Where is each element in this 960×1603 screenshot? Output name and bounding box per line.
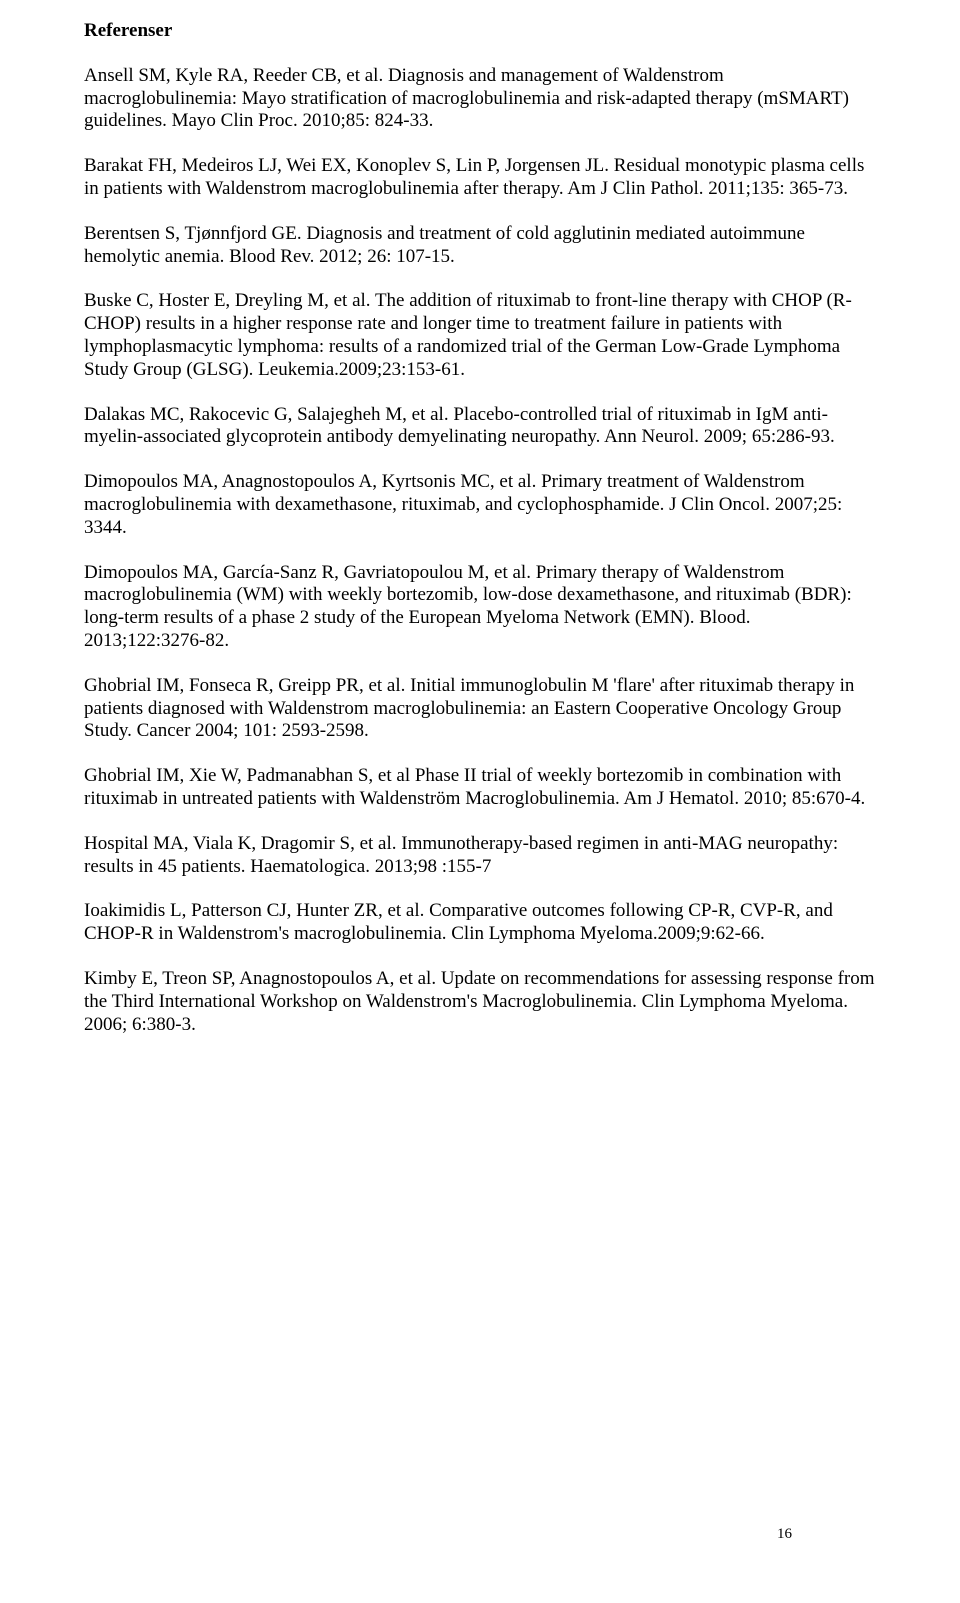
reference-item: Dimopoulos MA, Anagnostopoulos A, Kyrtso… xyxy=(84,471,876,539)
page-number: 16 xyxy=(777,1525,792,1543)
reference-item: Dimopoulos MA, García-Sanz R, Gavriatopo… xyxy=(84,562,876,653)
reference-item: Ansell SM, Kyle RA, Reeder CB, et al. Di… xyxy=(84,65,876,133)
section-title: Referenser xyxy=(84,20,876,43)
reference-item: Kimby E, Treon SP, Anagnostopoulos A, et… xyxy=(84,968,876,1036)
reference-item: Hospital MA, Viala K, Dragomir S, et al.… xyxy=(84,833,876,879)
reference-item: Ghobrial IM, Xie W, Padmanabhan S, et al… xyxy=(84,765,876,811)
reference-item: Buske C, Hoster E, Dreyling M, et al. Th… xyxy=(84,290,876,381)
reference-item: Ioakimidis L, Patterson CJ, Hunter ZR, e… xyxy=(84,900,876,946)
reference-item: Ghobrial IM, Fonseca R, Greipp PR, et al… xyxy=(84,675,876,743)
reference-item: Dalakas MC, Rakocevic G, Salajegheh M, e… xyxy=(84,404,876,450)
reference-item: Barakat FH, Medeiros LJ, Wei EX, Konople… xyxy=(84,155,876,201)
reference-item: Berentsen S, Tjønnfjord GE. Diagnosis an… xyxy=(84,223,876,269)
